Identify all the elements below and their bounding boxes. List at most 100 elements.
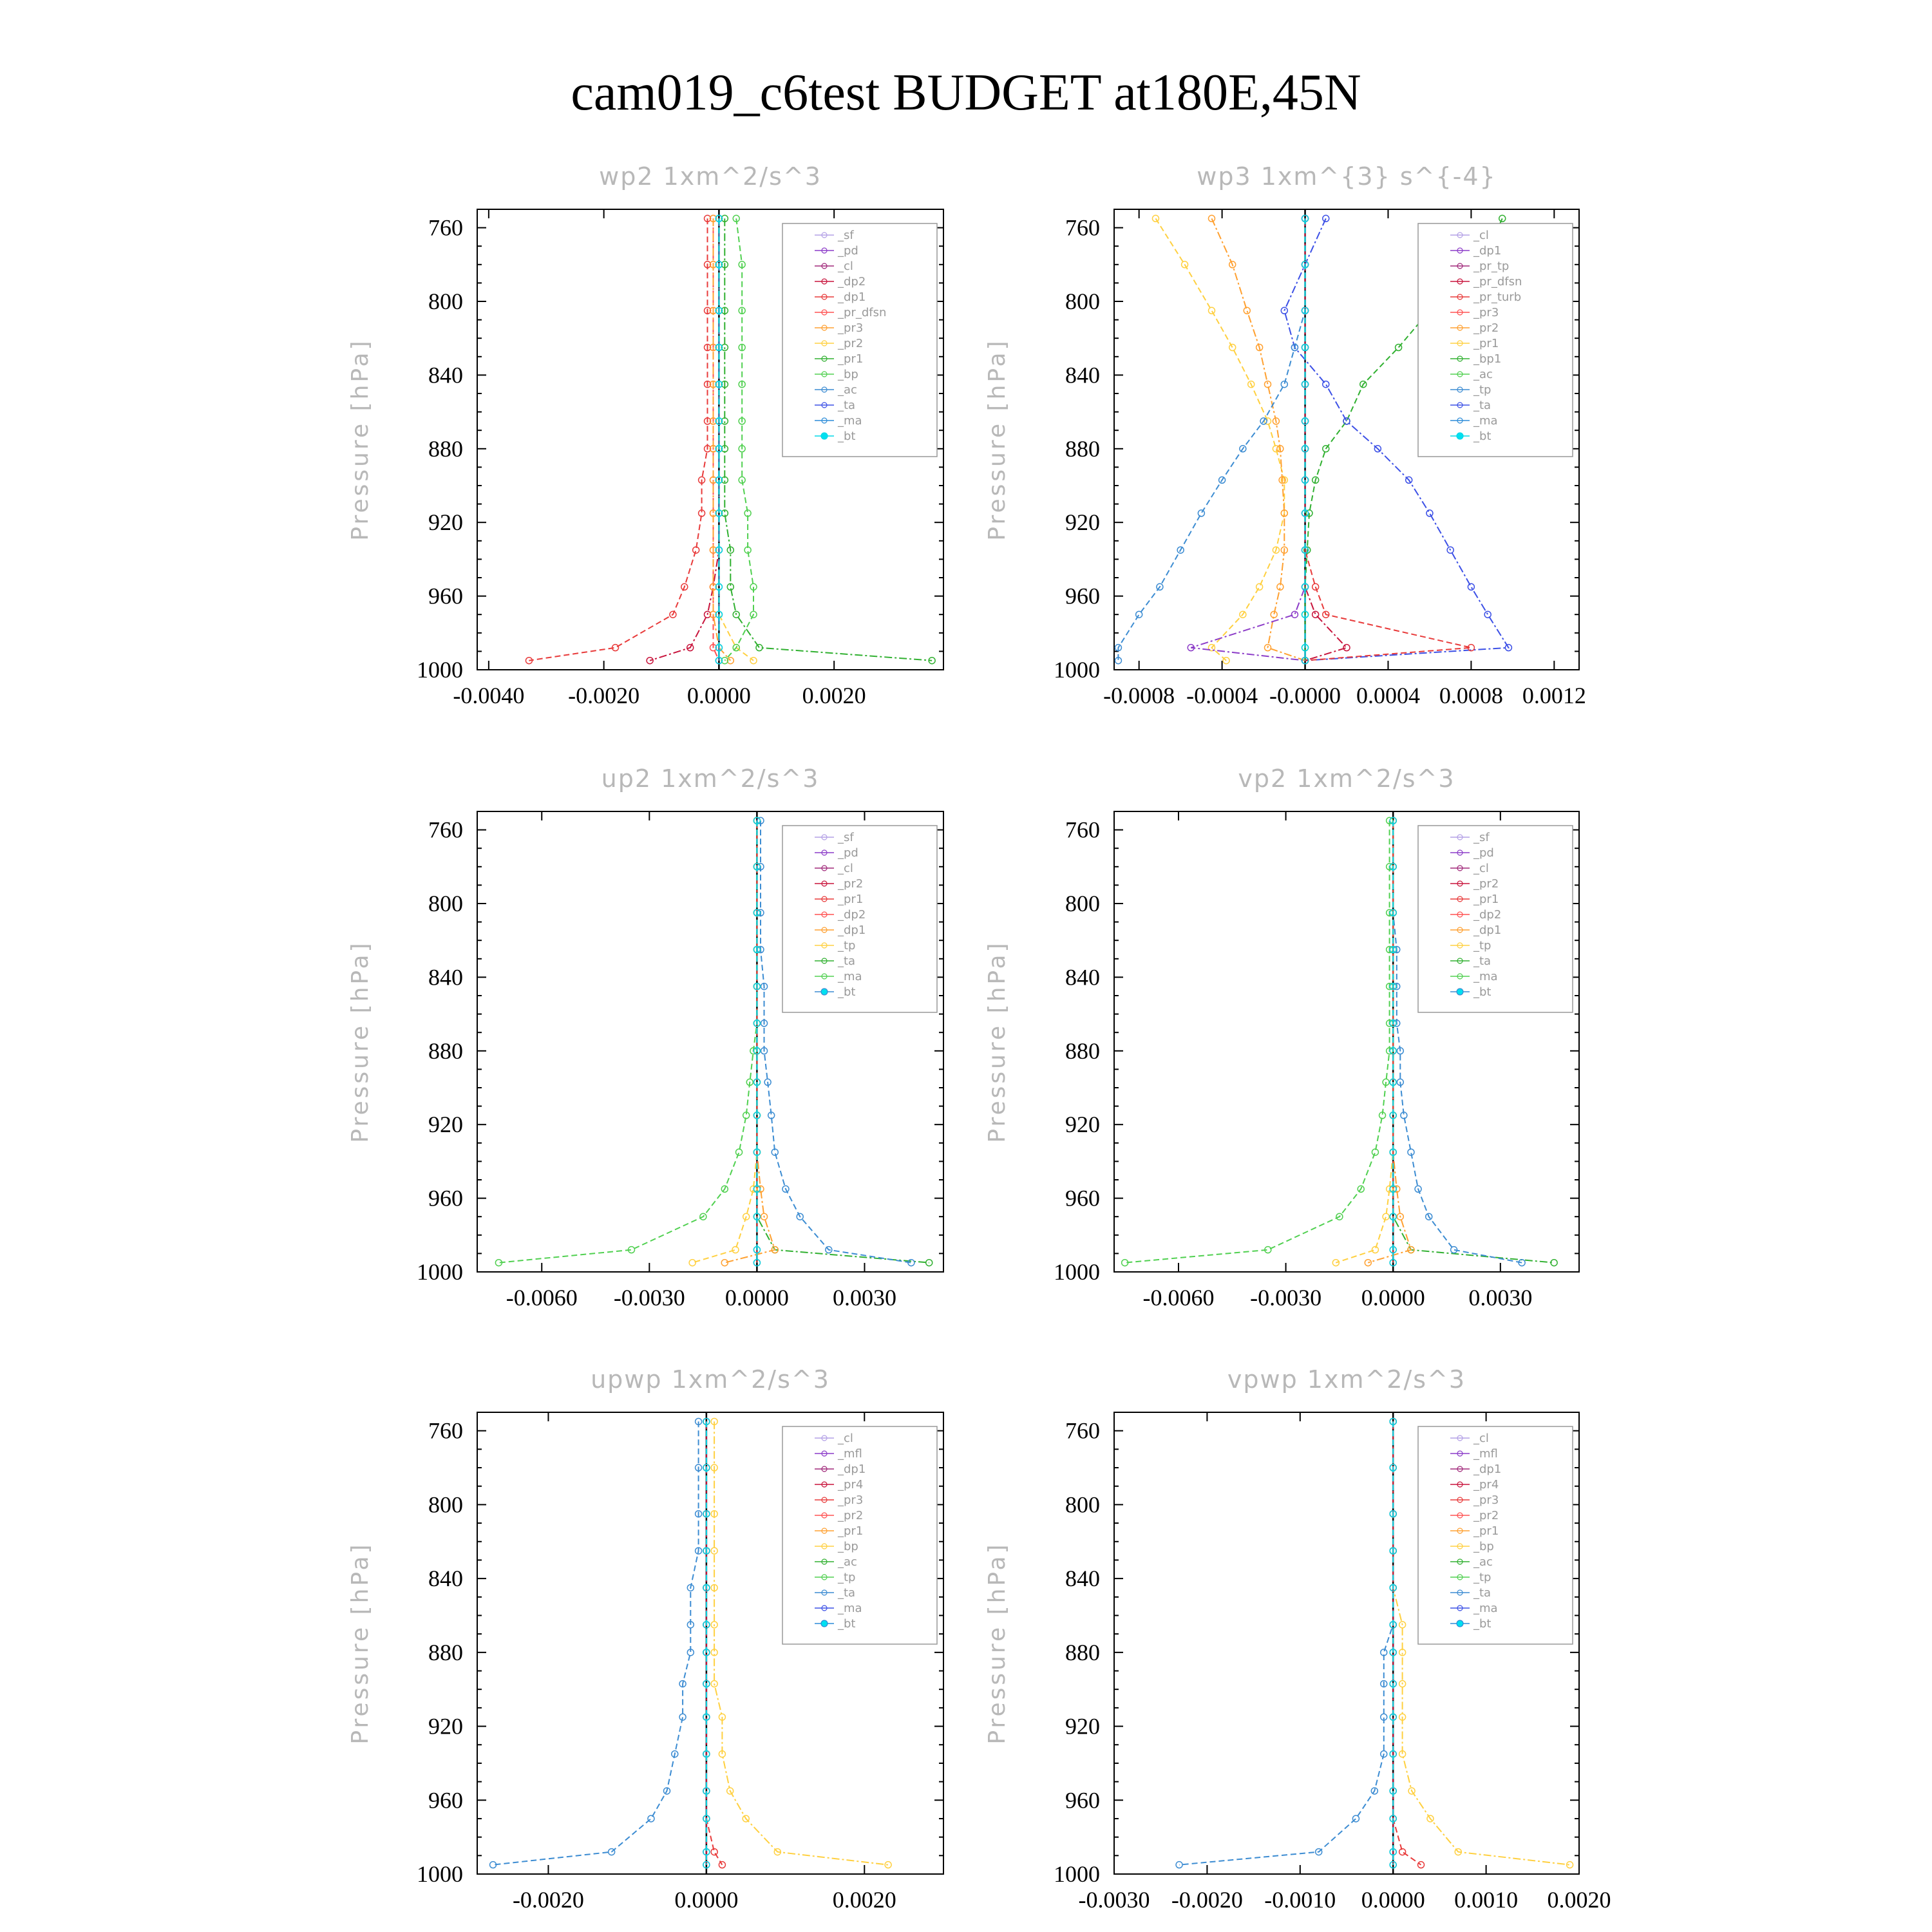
panel-title: vp2 1xm^2/s^3: [1238, 764, 1455, 793]
y-axis-title: Pressure [hPa]: [347, 1542, 374, 1744]
legend-label: _pr2: [837, 1509, 863, 1522]
data-point: [753, 1245, 761, 1254]
data-point: [1389, 863, 1397, 871]
data-point: [735, 1148, 743, 1156]
data-point: [715, 214, 723, 223]
series-line-tp: [493, 1421, 699, 1866]
legend-marker: [820, 988, 828, 996]
y-tick-label: 920: [428, 1714, 463, 1739]
legend-marker: [1457, 386, 1463, 393]
x-tick-label: -0.0010: [1264, 1887, 1336, 1913]
data-point: [1208, 214, 1216, 223]
data-point: [771, 1148, 779, 1156]
legend-marker: [1456, 1620, 1464, 1627]
data-point: [703, 1815, 710, 1823]
data-point: [687, 1621, 695, 1629]
data-point: [767, 1112, 775, 1119]
x-tick-label: -0.0030: [1250, 1285, 1321, 1311]
data-point: [1398, 1848, 1406, 1856]
data-point: [663, 1787, 671, 1795]
data-point: [703, 380, 712, 388]
plot-frame: [1113, 1412, 1580, 1875]
series-line-dp1: [1190, 218, 1306, 661]
x-tick-label: 0.0030: [1468, 1285, 1532, 1311]
data-point: [715, 307, 723, 315]
data-point: [1396, 1047, 1405, 1055]
y-tick-label: 1000: [1054, 1861, 1100, 1887]
data-point: [1121, 1258, 1129, 1267]
data-point: [1291, 343, 1299, 352]
data-point: [738, 261, 746, 269]
data-point: [703, 261, 712, 269]
data-point: [1301, 643, 1309, 652]
legend-label: _bp: [837, 1540, 858, 1553]
data-point: [709, 509, 717, 517]
data-point: [710, 1621, 718, 1629]
legend-label: _ta: [1473, 399, 1491, 412]
legend-label: _bp: [837, 368, 858, 381]
data-point: [738, 476, 746, 484]
panel-title: wp3 1xm^{3} s^{-4}: [1197, 162, 1496, 191]
legend-marker: [821, 1574, 828, 1580]
data-point: [1270, 611, 1278, 618]
legend-marker: [1457, 1512, 1463, 1519]
data-point: [1389, 1861, 1397, 1869]
panel-title: up2 1xm^2/s^3: [601, 764, 820, 793]
data-point: [1374, 445, 1382, 453]
legend: _cl _mfl _dp1 _pr4_pr3 _pr2 _pr1 _bp _ac _tp _ta _…: [782, 1426, 938, 1645]
data-point: [710, 1510, 718, 1518]
data-point: [753, 1148, 761, 1156]
legend-label: _pr3: [1473, 1493, 1499, 1507]
legend-marker: [1457, 232, 1463, 238]
data-point: [1389, 1750, 1397, 1758]
legend-label: _pr2: [1473, 321, 1499, 335]
data-point: [1566, 1861, 1574, 1869]
y-tick-label: 760: [428, 817, 463, 843]
legend-label: _pr1: [1473, 1524, 1499, 1538]
y-tick-label: 880: [1065, 1640, 1100, 1665]
legend-label: _ac: [1473, 1555, 1493, 1569]
legend-box: [1417, 223, 1573, 457]
data-point: [607, 1848, 616, 1856]
data-point: [1301, 583, 1309, 591]
y-tick-label: 1000: [417, 657, 463, 683]
data-point: [753, 817, 761, 825]
data-point: [1389, 1185, 1397, 1193]
legend-label: _bp1: [1473, 352, 1501, 366]
y-tick-label: 800: [1065, 891, 1100, 916]
data-point: [721, 307, 729, 315]
data-point: [703, 611, 712, 618]
data-point: [715, 380, 723, 388]
y-tick-label: 800: [428, 1492, 463, 1517]
data-point: [709, 261, 717, 269]
series-line-bp: [724, 218, 754, 661]
data-point: [1389, 909, 1397, 917]
data-point: [1218, 476, 1226, 484]
data-point: [1264, 417, 1272, 425]
chart-panel-4: vp2 1xm^2/s^3 760 800 840 880 920 960 1000 -0.00…: [984, 764, 1580, 1311]
legend-label: _cl: [1473, 862, 1489, 875]
data-point: [703, 417, 712, 425]
data-point: [1343, 417, 1350, 425]
data-point: [721, 1258, 729, 1267]
data-point: [760, 1019, 768, 1027]
legend-label: _pr_turb: [1473, 290, 1521, 304]
x-tick-label: 0.0000: [1361, 1285, 1425, 1311]
data-point: [1303, 546, 1311, 554]
data-point: [703, 307, 712, 315]
data-point: [1398, 1713, 1406, 1721]
y-tick-label: 920: [428, 509, 463, 535]
data-point: [1364, 1258, 1372, 1267]
legend-marker: [821, 849, 828, 856]
legend-label: _pr3: [837, 321, 863, 335]
legend-marker: [1457, 355, 1463, 362]
series-line-pr_dfsn: [1304, 218, 1348, 661]
data-point: [1370, 1787, 1379, 1795]
y-tick-label: 840: [428, 362, 463, 388]
data-point: [709, 611, 717, 618]
data-point: [726, 656, 735, 665]
y-tick-label: 760: [1065, 215, 1100, 241]
x-tick-label: 0.0010: [1454, 1887, 1518, 1913]
data-point: [721, 476, 729, 484]
x-tick-label: 0.0000: [1361, 1887, 1425, 1913]
